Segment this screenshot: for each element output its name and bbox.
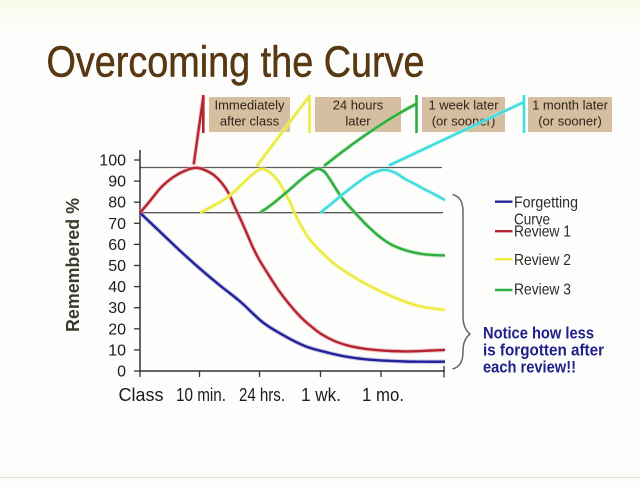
svg-text:40: 40 bbox=[108, 279, 126, 296]
svg-text:100: 100 bbox=[99, 153, 126, 170]
svg-text:1 mo.: 1 mo. bbox=[362, 385, 404, 405]
svg-text:Review 3: Review 3 bbox=[514, 282, 571, 299]
svg-text:Review 2: Review 2 bbox=[514, 252, 571, 269]
svg-text:90: 90 bbox=[108, 174, 126, 191]
svg-text:Review 1: Review 1 bbox=[514, 224, 571, 241]
svg-text:0: 0 bbox=[117, 364, 126, 381]
svg-text:24 hrs.: 24 hrs. bbox=[239, 385, 285, 405]
svg-text:10: 10 bbox=[108, 342, 126, 359]
svg-text:10 min.: 10 min. bbox=[176, 385, 226, 405]
svg-text:Curve: Curve bbox=[514, 212, 550, 229]
svg-text:24 hours: 24 hours bbox=[333, 98, 384, 113]
svg-text:(or sooner): (or sooner) bbox=[538, 114, 602, 129]
svg-text:Class: Class bbox=[119, 385, 164, 405]
svg-text:60: 60 bbox=[108, 237, 126, 254]
svg-text:1 wk.: 1 wk. bbox=[301, 385, 341, 405]
svg-text:each review!!: each review!! bbox=[483, 358, 576, 377]
svg-text:after class: after class bbox=[220, 114, 280, 129]
svg-text:70: 70 bbox=[108, 216, 126, 233]
svg-text:1 week later: 1 week later bbox=[428, 98, 499, 113]
svg-text:Immediately: Immediately bbox=[214, 98, 285, 113]
svg-text:Remembered %: Remembered % bbox=[63, 198, 83, 332]
svg-text:Overcoming the Curve: Overcoming the Curve bbox=[47, 38, 425, 87]
svg-text:Notice how less: Notice how less bbox=[483, 324, 594, 343]
svg-text:20: 20 bbox=[108, 321, 126, 338]
svg-text:50: 50 bbox=[108, 258, 126, 275]
svg-text:30: 30 bbox=[108, 300, 126, 317]
svg-text:Forgetting: Forgetting bbox=[514, 195, 578, 212]
svg-text:80: 80 bbox=[108, 195, 126, 212]
svg-text:is forgotten after: is forgotten after bbox=[483, 341, 604, 360]
svg-text:1 month later: 1 month later bbox=[532, 98, 609, 113]
svg-text:later: later bbox=[345, 114, 371, 129]
